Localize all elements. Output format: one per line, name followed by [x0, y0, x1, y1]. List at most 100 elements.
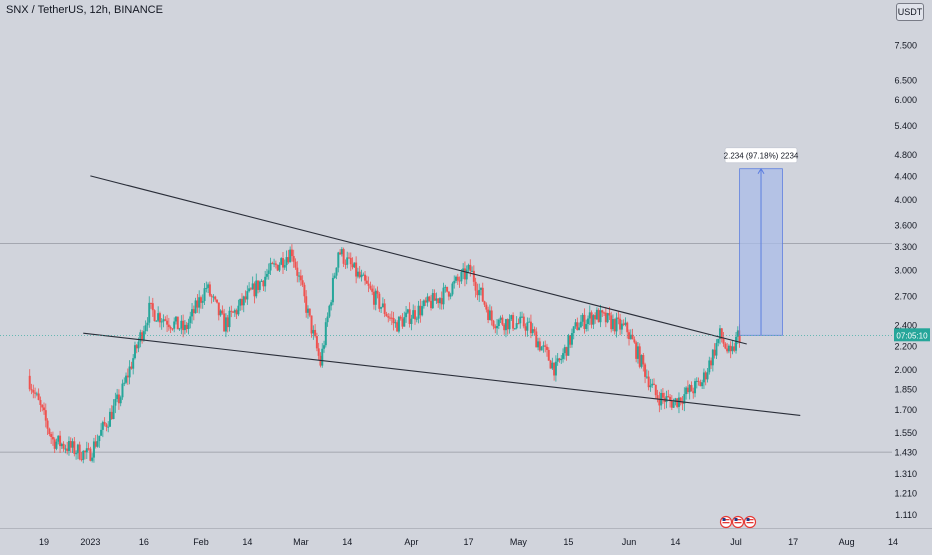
flag-canton	[722, 518, 726, 521]
candle-body	[32, 390, 35, 393]
candle-body	[649, 385, 652, 388]
candle-body	[613, 319, 616, 332]
candle-body	[78, 444, 81, 460]
candle-body	[98, 435, 101, 442]
candle-body	[595, 309, 598, 320]
candle-body	[328, 305, 331, 317]
candle-body	[606, 313, 609, 323]
candle-body	[28, 375, 31, 390]
y-tick-label: 7.500	[894, 40, 917, 50]
candle-body	[148, 302, 151, 323]
candle-body	[560, 358, 563, 361]
candle-body	[380, 307, 383, 309]
y-tick-label: 5.400	[894, 121, 917, 131]
candle-body	[208, 284, 211, 296]
candle-body	[191, 309, 194, 317]
candle-body	[137, 341, 140, 349]
candle-body	[535, 331, 538, 348]
candle-body	[178, 328, 181, 330]
candle-body	[48, 428, 51, 435]
candle-body	[458, 280, 461, 282]
candle-body	[87, 448, 90, 450]
candle-body	[465, 269, 468, 280]
flag-canton	[746, 518, 750, 521]
candle-body	[467, 264, 470, 270]
candle-body	[108, 411, 111, 427]
flag-stripe	[734, 522, 742, 524]
candle-body	[192, 309, 195, 314]
candle-body	[173, 321, 176, 329]
candle-body	[133, 345, 136, 359]
currency-button[interactable]: USDT	[896, 3, 924, 21]
candle-body	[720, 328, 723, 340]
candle-body	[711, 349, 714, 366]
candle-body	[205, 287, 208, 289]
candle-body	[101, 422, 104, 430]
candle-body	[431, 293, 434, 309]
x-tick-label: 19	[39, 537, 49, 547]
candle-body	[317, 348, 320, 356]
candle-body	[171, 328, 174, 330]
candle-body	[84, 451, 87, 453]
candle-body	[353, 262, 356, 268]
candle-body	[130, 366, 133, 369]
y-tick-label: 4.400	[894, 171, 917, 181]
candle-body	[449, 294, 452, 297]
candle-body	[378, 293, 381, 309]
candle-body	[553, 362, 556, 376]
us-flag-icon	[731, 515, 745, 529]
candle-body	[82, 451, 85, 460]
candle-body	[71, 441, 74, 448]
candle-body	[105, 424, 108, 428]
candle-body	[713, 349, 716, 356]
candle-body	[574, 322, 577, 327]
candle-body	[62, 443, 65, 449]
candle-body	[528, 321, 531, 323]
candle-body	[119, 397, 122, 404]
candle-body	[187, 322, 190, 330]
candle-body	[385, 313, 388, 317]
candle-body	[34, 392, 37, 394]
y-tick-label: 1.210	[894, 489, 917, 499]
candle-body	[203, 288, 206, 302]
candle-body	[563, 347, 566, 354]
candle-body	[412, 310, 415, 319]
candle-body	[289, 249, 292, 263]
candle-body	[738, 330, 741, 343]
candle-body	[224, 317, 227, 332]
candle-body	[456, 276, 459, 281]
candle-body	[692, 391, 695, 394]
candle-body	[718, 328, 721, 339]
candle-body	[100, 429, 103, 436]
candle-body	[59, 435, 62, 447]
candle-body	[150, 302, 153, 304]
y-tick-label: 3.300	[894, 242, 917, 252]
candle-body	[85, 448, 88, 453]
candle-body	[547, 349, 550, 361]
candle-body	[306, 308, 309, 313]
candle-body	[485, 304, 488, 310]
candle-body	[727, 345, 730, 352]
candle-body	[246, 291, 249, 300]
candle-body	[323, 345, 326, 349]
candle-body	[460, 272, 463, 282]
candle-body	[365, 280, 368, 284]
candle-body	[46, 420, 49, 429]
candle-body	[356, 271, 359, 277]
candle-body	[160, 321, 163, 323]
candle-body	[37, 393, 40, 400]
candle-body	[733, 346, 736, 351]
trendline-upper	[90, 175, 747, 345]
candle-body	[390, 317, 393, 319]
candle-body	[474, 281, 477, 291]
candle-body	[587, 318, 590, 325]
candle-body	[665, 396, 668, 403]
candle-body	[96, 441, 99, 447]
candle-body	[223, 313, 226, 332]
candle-body	[185, 324, 188, 330]
candle-body	[237, 305, 240, 315]
candle-body	[670, 400, 673, 408]
candle-body	[446, 286, 449, 292]
